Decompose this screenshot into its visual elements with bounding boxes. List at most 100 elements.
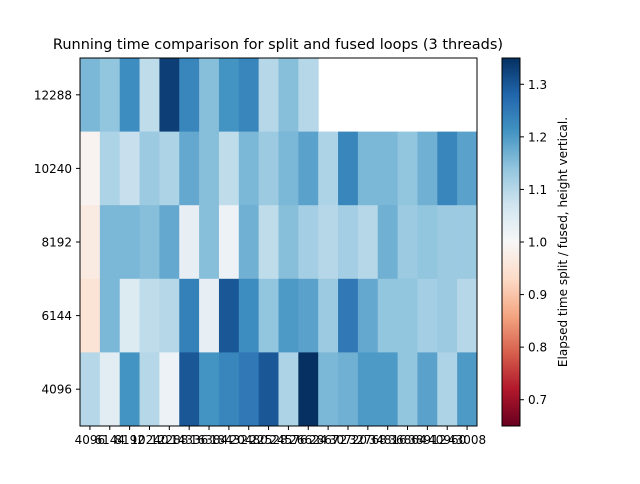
heatmap-cell — [80, 58, 101, 133]
heatmap-cell — [199, 205, 220, 280]
heatmap-cell — [318, 205, 339, 280]
heatmap-cell — [318, 131, 339, 206]
y-tick-label: 4096 — [41, 383, 72, 397]
heatmap-cell — [377, 131, 399, 206]
x-tick-label: 14336 — [170, 433, 208, 447]
colorbar-tick-label: 1.1 — [528, 183, 547, 197]
x-tick-label: 28672 — [309, 433, 347, 447]
x-tick-label: 12288 — [150, 433, 188, 447]
x-tick-label: 22528 — [249, 433, 287, 447]
heatmap-cell — [159, 131, 180, 206]
heatmap-cell — [278, 131, 299, 206]
heatmap-cell — [457, 205, 478, 280]
heatmap-cell — [119, 131, 141, 206]
x-tick-label: 24576 — [269, 433, 307, 447]
heatmap-cell — [159, 58, 180, 133]
heatmap-cell — [238, 58, 260, 133]
heatmap-cell — [80, 205, 101, 280]
heatmap-cell — [278, 278, 299, 353]
heatmap-cell — [338, 131, 359, 206]
heatmap-cell — [238, 278, 260, 353]
heatmap-cells — [80, 58, 478, 427]
y-axis: 12288 10240 8192 6144 4096 — [34, 88, 80, 397]
heatmap-cell — [298, 58, 319, 133]
heatmap-cell — [238, 205, 260, 280]
heatmap-cell — [278, 352, 299, 427]
x-tick-label: 4096 — [75, 433, 106, 447]
colorbar-label: Elapsed time split / fused, height verti… — [556, 117, 570, 367]
heatmap-cell — [119, 352, 141, 427]
heatmap-cell — [397, 278, 418, 353]
heatmap-cell — [99, 131, 121, 206]
heatmap-cell — [218, 205, 240, 280]
heatmap-cell — [357, 205, 379, 280]
heatmap-cell — [417, 205, 438, 280]
heatmap-cell — [457, 131, 478, 206]
heatmap-cell — [437, 131, 458, 206]
heatmap-cell — [218, 352, 240, 427]
x-tick-label: 8192 — [114, 433, 145, 447]
colorbar-tick-label: 1.3 — [528, 78, 547, 92]
heatmap-cell — [99, 205, 121, 280]
x-tick-label: 20480 — [230, 433, 268, 447]
heatmap-cell — [278, 58, 299, 133]
heatmap-cell — [417, 131, 438, 206]
heatmap-cell — [80, 352, 101, 427]
y-tick-label: 12288 — [34, 88, 72, 102]
heatmap-cell — [338, 205, 359, 280]
heatmap-cell — [457, 278, 478, 353]
heatmap-cell — [119, 205, 141, 280]
colorbar-tick-label: 0.9 — [528, 288, 547, 302]
heatmap-cell — [159, 278, 180, 353]
heatmap-cell — [377, 205, 399, 280]
y-tick-label: 6144 — [41, 309, 72, 323]
colorbar-ticks: 0.7 0.8 0.9 1.0 1.1 1.2 1.3 — [520, 78, 547, 407]
heatmap-cell — [238, 131, 260, 206]
heatmap-cell — [318, 278, 339, 353]
y-tick-label: 10240 — [34, 162, 72, 176]
y-tick-label: 8192 — [41, 236, 72, 250]
heatmap-cell — [179, 58, 200, 133]
heatmap-cell — [179, 131, 200, 206]
heatmap-cell — [139, 131, 160, 206]
heatmap-cell — [397, 131, 418, 206]
heatmap-cell — [437, 205, 458, 280]
heatmap-cell — [258, 58, 279, 133]
heatmap-cell — [318, 352, 339, 427]
x-tick-label: 38912 — [408, 433, 446, 447]
colorbar-tick-label: 0.7 — [528, 393, 547, 407]
heatmap-cell — [258, 352, 279, 427]
colorbar-tick-label: 0.8 — [528, 341, 547, 355]
heatmap-cell — [159, 205, 180, 280]
x-axis: 4096614481921024012288143361638418432204… — [75, 426, 486, 447]
heatmap-cell — [99, 58, 121, 133]
x-tick-label: 18432 — [210, 433, 248, 447]
heatmap-cell — [298, 131, 319, 206]
x-tick-label: 34816 — [369, 433, 407, 447]
heatmap-cell — [397, 205, 418, 280]
heatmap-cell — [238, 352, 260, 427]
colorbar-tick-label: 1.2 — [528, 130, 547, 144]
colorbar-tick-label: 1.0 — [528, 236, 547, 250]
heatmap-cell — [139, 278, 160, 353]
heatmap-cell — [99, 352, 121, 427]
heatmap-cell — [377, 278, 399, 353]
heatmap-cell — [139, 205, 160, 280]
heatmap-cell — [119, 278, 141, 353]
heatmap-cell — [457, 352, 478, 427]
heatmap-cell — [99, 278, 121, 353]
heatmap-cell — [417, 278, 438, 353]
chart-title: Running time comparison for split and fu… — [53, 37, 503, 53]
x-tick-label: 30720 — [329, 433, 367, 447]
heatmap-cell — [199, 352, 220, 427]
heatmap-cell — [258, 205, 279, 280]
x-tick-label: 26624 — [289, 433, 327, 447]
heatmap-cell — [377, 352, 399, 427]
heatmap-cell — [80, 278, 101, 353]
heatmap-cell — [218, 278, 240, 353]
heatmap-cell — [417, 352, 438, 427]
heatmap-cell — [258, 131, 279, 206]
heatmap-cell — [298, 205, 319, 280]
heatmap-cell — [357, 278, 379, 353]
heatmap-cell — [218, 131, 240, 206]
